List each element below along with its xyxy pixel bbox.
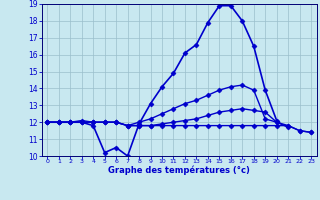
X-axis label: Graphe des températures (°c): Graphe des températures (°c) (108, 166, 250, 175)
